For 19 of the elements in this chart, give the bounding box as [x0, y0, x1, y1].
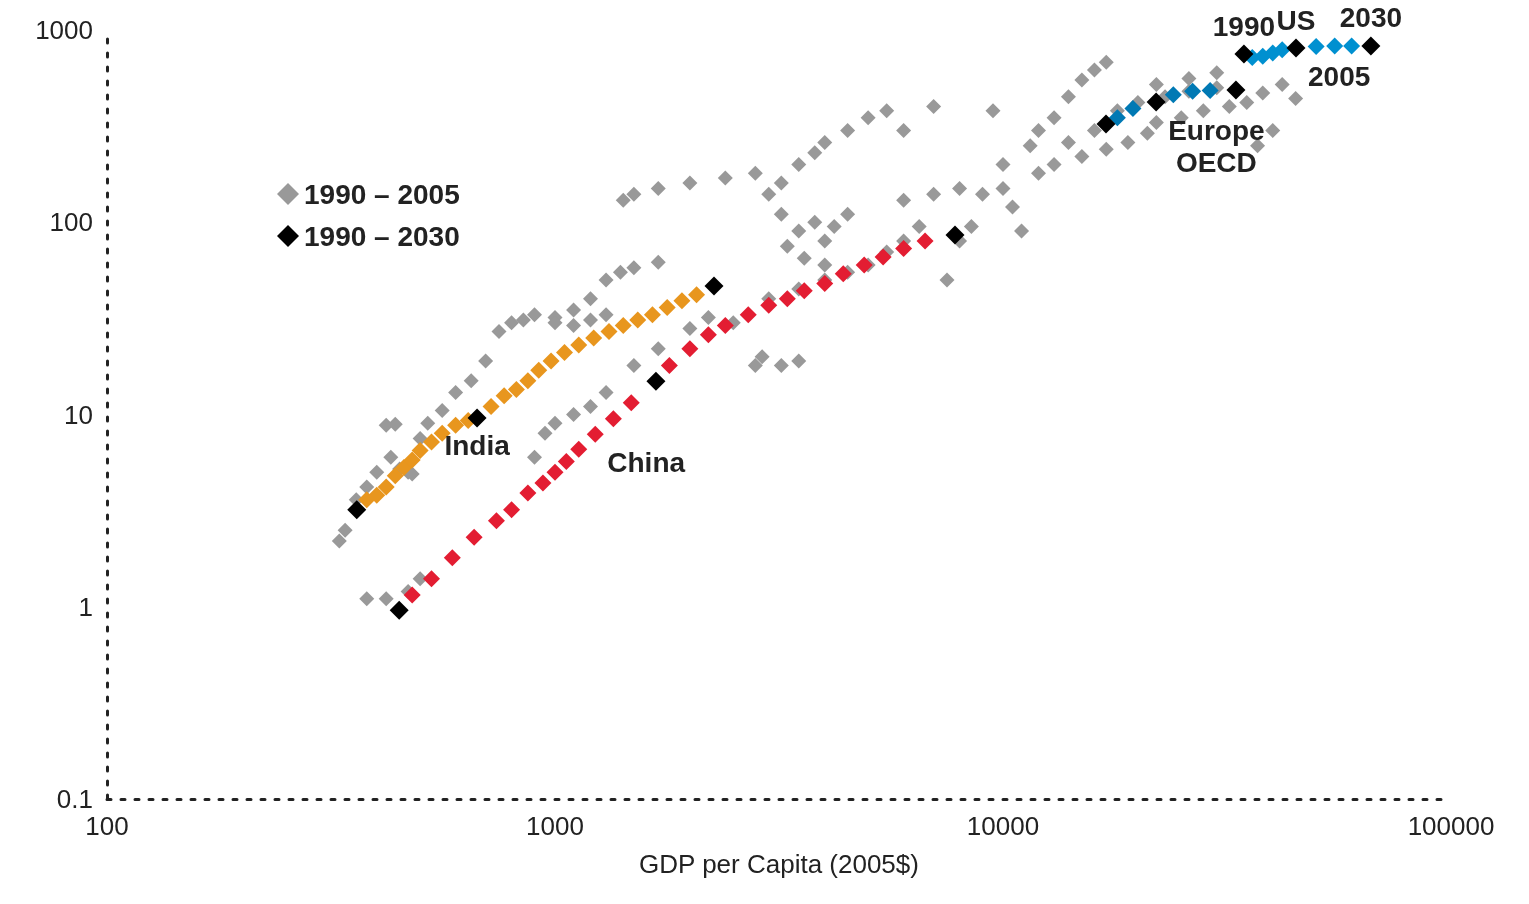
y-tick-label: 10 [64, 399, 93, 430]
annotation: 2005 [1307, 60, 1371, 92]
annotation: 1990 [1212, 10, 1276, 42]
annotation: US [1276, 4, 1316, 36]
y-tick-label: 1 [78, 591, 93, 622]
x-tick-label: 100 [85, 811, 129, 841]
annotation: Europe OECD [1168, 114, 1265, 178]
y-tick-label: 1000 [35, 15, 93, 45]
x-tick-label: 100000 [1407, 811, 1495, 841]
legend-label: 1990 – 2005 [304, 178, 460, 210]
y-tick-label: 0.1 [56, 784, 93, 814]
y-tick-label: 100 [49, 207, 93, 238]
x-tick-label: 10000 [966, 811, 1040, 841]
x-axis-title: GDP per Capita (2005$) [639, 849, 919, 879]
annotation: India [444, 430, 511, 462]
annotation: 2030 [1339, 2, 1403, 34]
annotation: China [607, 446, 686, 478]
x-tick-label: 1000 [526, 811, 584, 841]
legend-label: 1990 – 2030 [304, 220, 460, 252]
